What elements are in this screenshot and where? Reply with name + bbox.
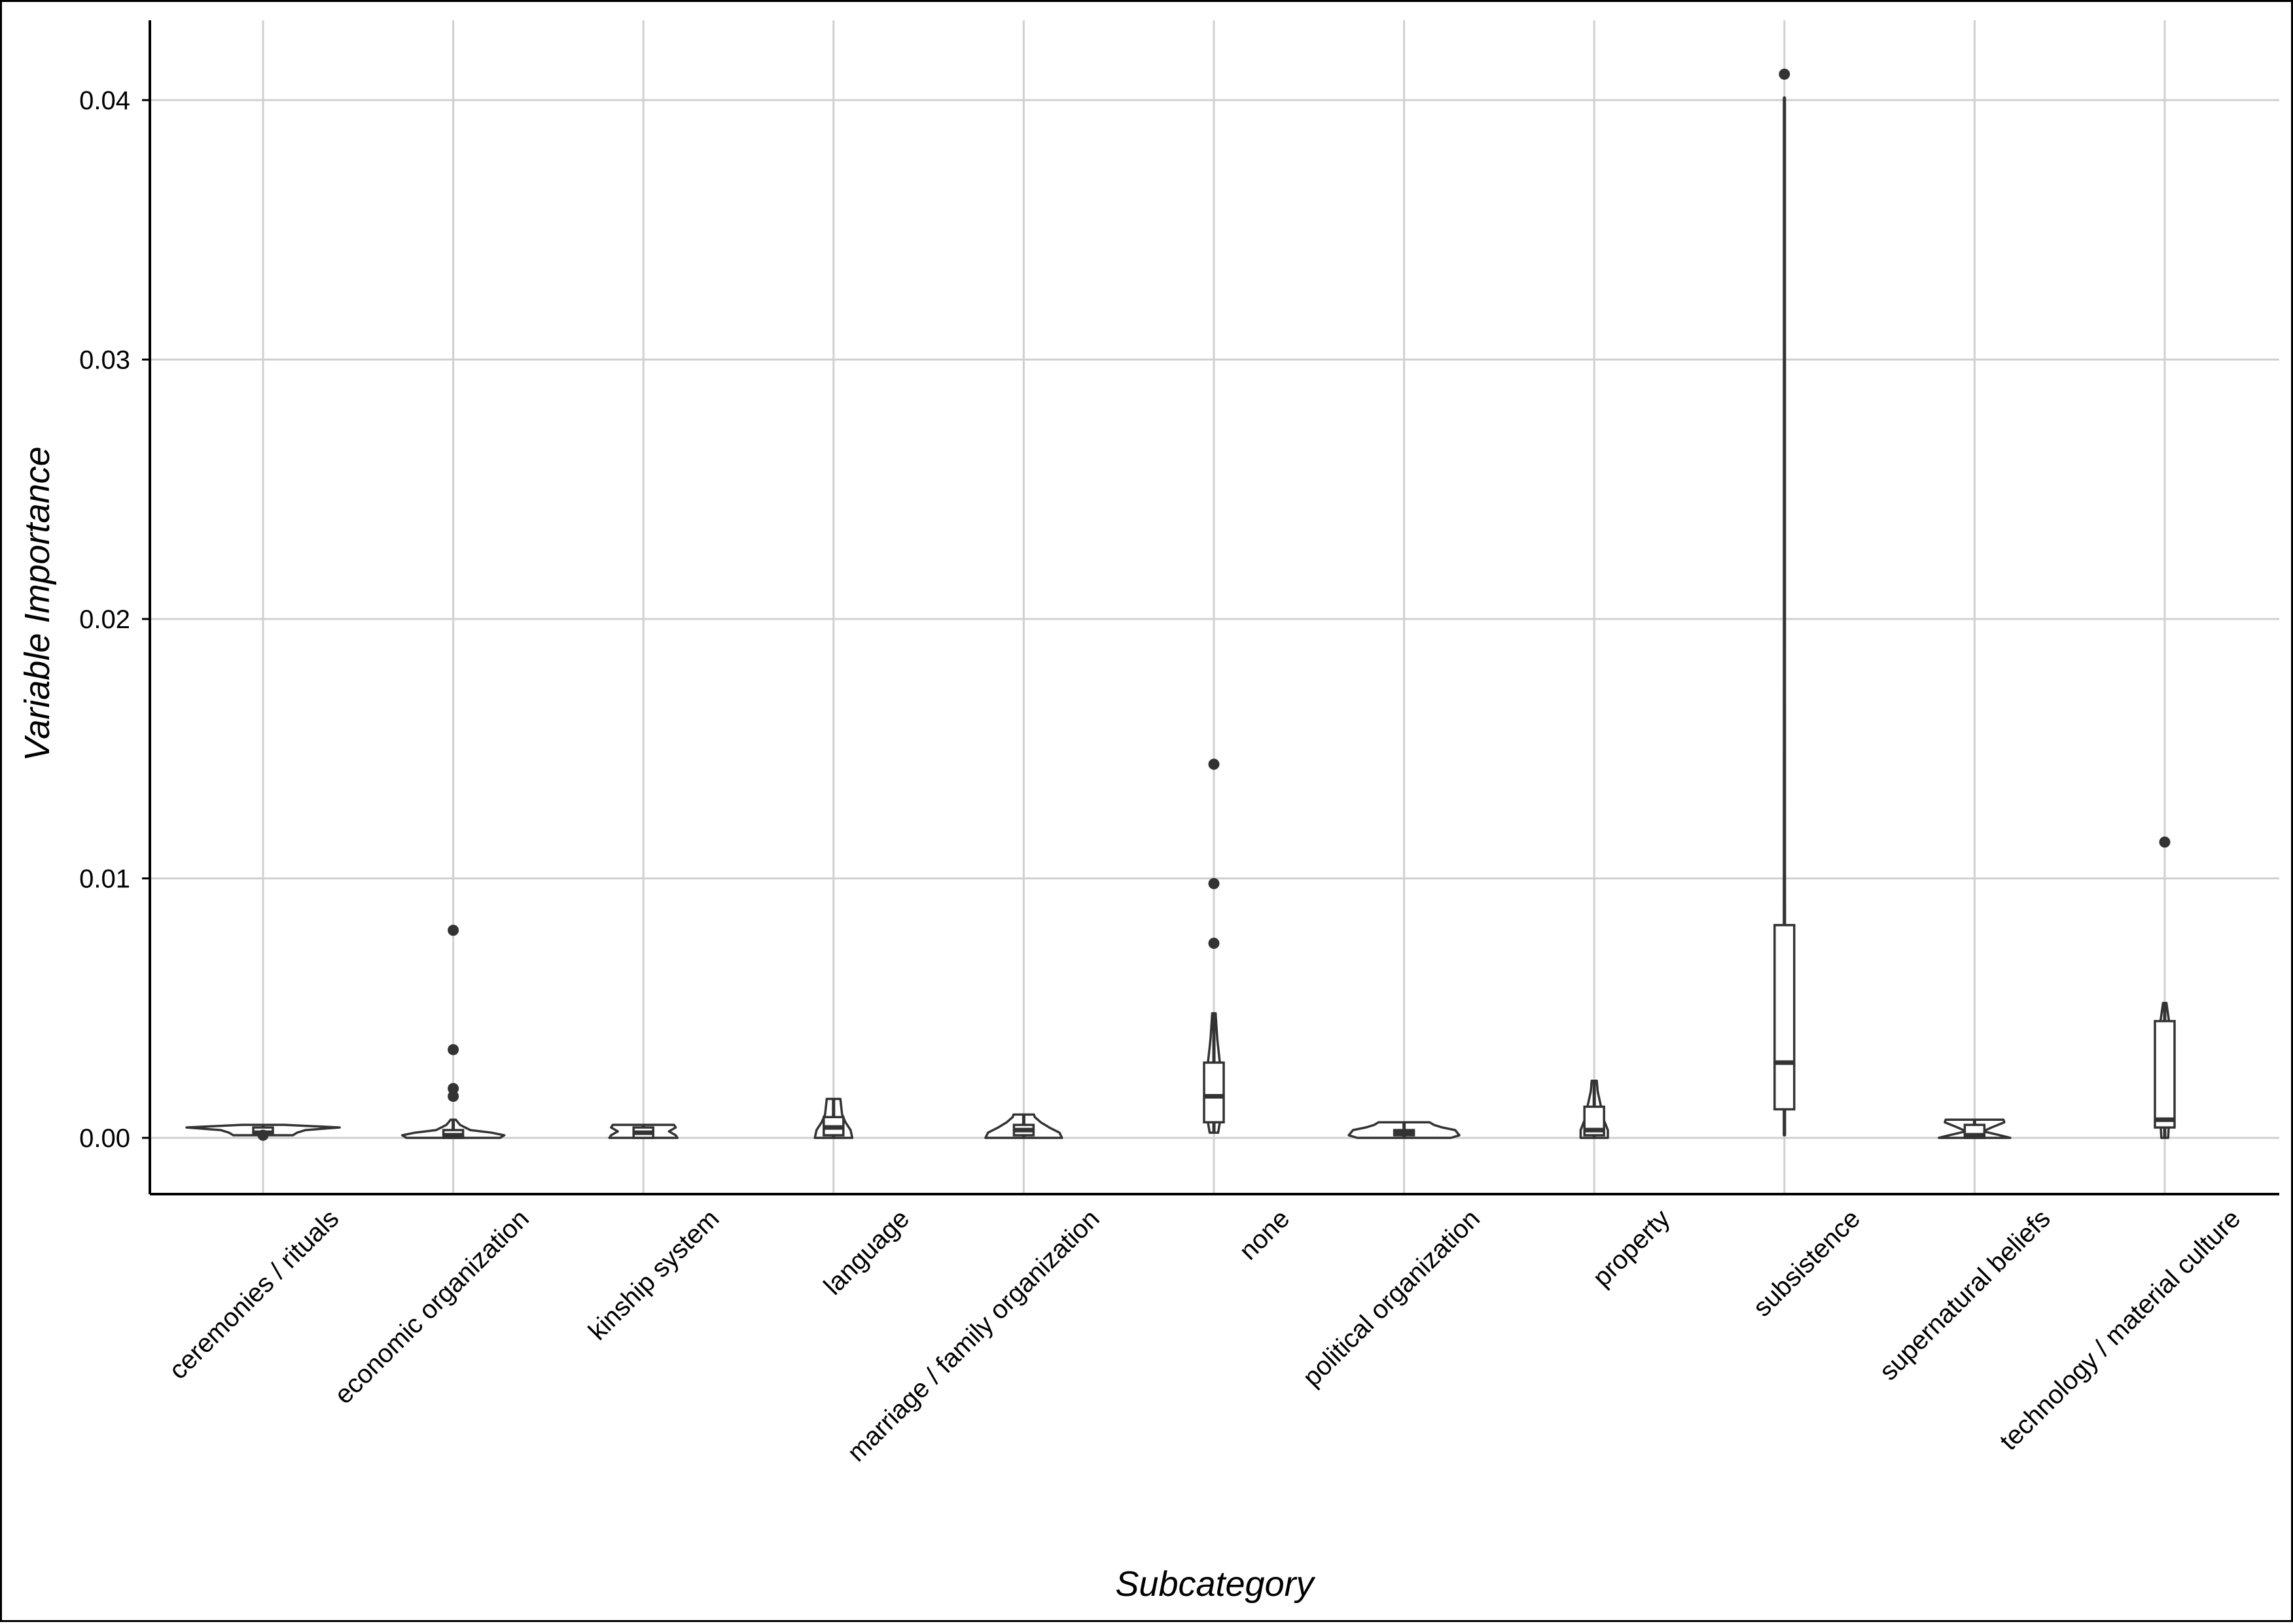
violin-group	[1203, 758, 1225, 1134]
violin-group	[813, 1097, 854, 1139]
violin-group	[185, 1123, 341, 1141]
violin-group	[2154, 836, 2176, 1139]
outlier-point	[257, 1129, 269, 1141]
outlier-point	[1779, 68, 1790, 80]
y-tick-label: 0.03	[79, 346, 130, 375]
x-tick-label: language	[819, 1204, 915, 1301]
violin-group	[400, 925, 506, 1139]
outlier-point	[448, 925, 459, 936]
box	[2154, 1019, 2176, 1129]
box	[1773, 924, 1796, 1111]
x-tick-label: supernatural beliefs	[1874, 1204, 2056, 1386]
outlier-point	[448, 1044, 459, 1055]
outlier-point	[448, 1083, 459, 1095]
violin-group	[1938, 1118, 2012, 1139]
y-axis-title: Variable Importance	[18, 446, 57, 761]
outlier-point	[448, 1091, 459, 1103]
outlier-point	[1208, 877, 1220, 889]
outlier-point	[2159, 836, 2171, 848]
y-tick-labels: 0.00 0.01 0.02 0.03 0.04	[79, 86, 150, 1153]
outlier-point	[1208, 938, 1220, 949]
x-tick-label: none	[1234, 1204, 1295, 1265]
violin-group	[1347, 1121, 1461, 1139]
x-tick-label: subsistence	[1748, 1204, 1866, 1322]
x-tick-label: ceremonies / rituals	[164, 1204, 344, 1385]
x-tick-label: property	[1588, 1204, 1676, 1292]
x-axis-title: Subcategory	[1115, 1564, 1315, 1604]
axis-layer	[149, 20, 2279, 1195]
y-tick-label: 0.04	[79, 86, 130, 115]
y-tick-label: 0.02	[79, 605, 130, 634]
y-tick-label: 0.01	[79, 865, 130, 894]
violin-group	[1773, 68, 1796, 1137]
violin-group	[984, 1113, 1063, 1139]
x-tick-label: economic organization	[329, 1204, 535, 1409]
box	[1203, 1061, 1225, 1123]
y-tick-label: 0.00	[79, 1124, 130, 1153]
x-tick-label: kinship system	[583, 1204, 725, 1346]
violin-layer	[185, 68, 2176, 1141]
outlier-point	[1208, 758, 1220, 770]
x-tick-label: political organization	[1298, 1204, 1485, 1392]
violin-group	[1579, 1080, 1609, 1139]
violin-group	[608, 1123, 679, 1139]
